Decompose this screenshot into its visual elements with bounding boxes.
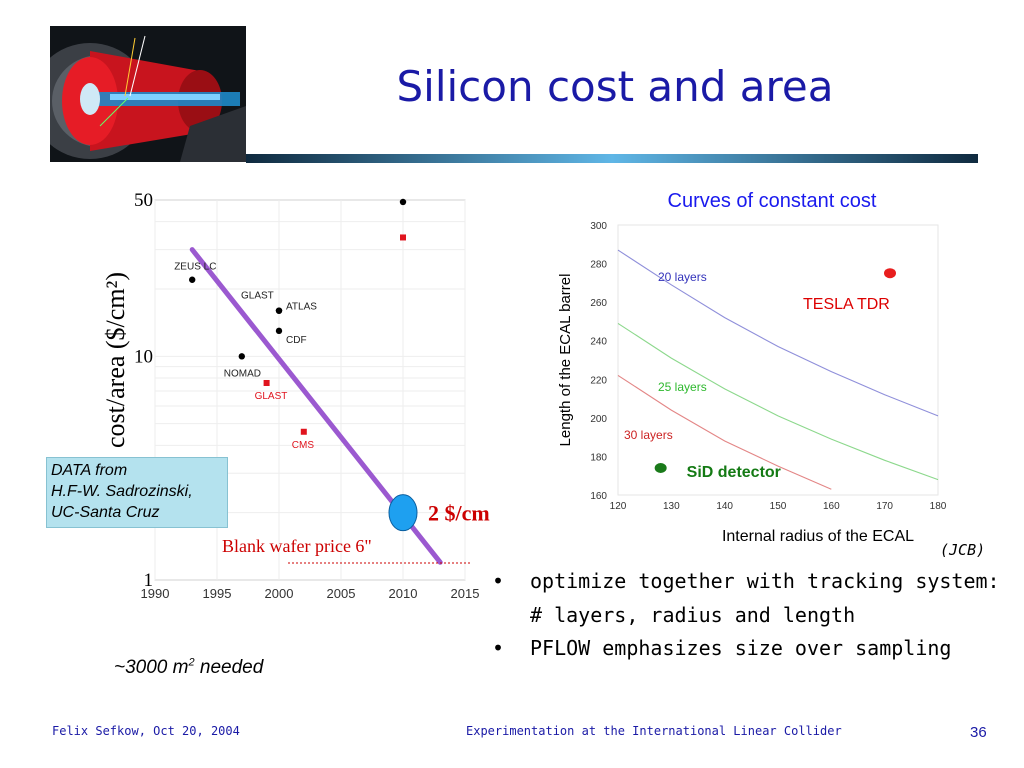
- highlight-marker: [388, 494, 418, 532]
- y-axis-label: Length of the ECAL barrel: [557, 274, 574, 447]
- annotation-label: Blank wafer price 6": [222, 536, 372, 556]
- x-tick-label: 170: [876, 501, 893, 512]
- data-source-line2: H.F-W. Sadrozinski,: [51, 483, 193, 500]
- data-source-box: DATA from H.F-W. Sadrozinski, UC-Santa C…: [46, 457, 228, 528]
- bullet-marker: •: [492, 569, 505, 593]
- series-label: 30 layers: [624, 428, 673, 442]
- y-tick-label: 220: [590, 375, 607, 386]
- area-needed-suffix: needed: [194, 657, 264, 678]
- y-tick-label: 200: [590, 414, 607, 425]
- series-line: [617, 322, 939, 481]
- plot-area: [617, 224, 939, 496]
- highlight-label: 2 $/cm²: [428, 501, 490, 526]
- data-point: [275, 307, 283, 314]
- highlight-point: [884, 268, 896, 279]
- data-point-label: GLAST: [255, 391, 288, 402]
- footer-author: Felix Sefkow, Oct 20, 2004: [52, 724, 240, 738]
- x-tick-label: 1995: [203, 586, 232, 601]
- data-point-label: GLAST: [241, 291, 274, 302]
- highlight-point: [654, 463, 667, 473]
- x-tick-label: 2000: [265, 586, 294, 601]
- bullet-list: • optimize together with tracking system…: [492, 566, 1012, 664]
- data-point: [275, 327, 283, 335]
- page-number: 36: [970, 724, 987, 741]
- constant-cost-curves-chart: Curves of constant cost 120 130 140 150 160 17…: [557, 190, 947, 545]
- cost-per-area-chart: 1990 1995 2000 2005 2010 2015 1 10 50 cost/area (…: [101, 190, 490, 601]
- title-divider-bar: [246, 154, 978, 163]
- x-tick-label: 120: [610, 501, 627, 512]
- y-tick-label: 300: [590, 221, 607, 232]
- data-source-line1: DATA from: [51, 462, 128, 479]
- x-tick-label: 130: [663, 501, 680, 512]
- data-point-label: NOMAD: [224, 368, 261, 379]
- data-point: [399, 198, 407, 206]
- x-tick-label: 1990: [141, 586, 170, 601]
- data-source-line3: UC-Santa Cruz: [51, 504, 160, 521]
- bullet-marker: •: [492, 636, 505, 660]
- x-tick-label: 2010: [389, 586, 418, 601]
- data-point-label: ATLAS: [286, 302, 317, 313]
- area-needed-note: ~3000 m2 needed: [114, 657, 263, 679]
- series-line: [617, 249, 939, 417]
- y-tick-label: 1: [144, 570, 154, 591]
- chart-title: Curves of constant cost: [668, 190, 877, 212]
- x-tick-label: 140: [716, 501, 733, 512]
- y-tick-label: 240: [590, 337, 607, 348]
- data-point: [238, 353, 245, 360]
- y-tick-label: 180: [590, 452, 607, 463]
- y-tick-label: 50: [134, 190, 153, 211]
- x-tick-label: 2015: [451, 586, 480, 601]
- x-tick-label: 180: [930, 501, 947, 512]
- bullet-item: • PFLOW emphasizes size over sampling: [492, 633, 1012, 664]
- series-label: 25 layers: [658, 380, 707, 394]
- data-point-label: CMS: [292, 440, 315, 451]
- bullet-text: PFLOW emphasizes size over sampling: [530, 636, 952, 660]
- y-tick-label: 280: [590, 260, 607, 271]
- area-needed-superscript: 2: [188, 656, 195, 669]
- area-needed-prefix: ~3000 m: [114, 657, 189, 678]
- series-line: [617, 374, 832, 490]
- data-point: [400, 234, 406, 241]
- data-point: [189, 276, 196, 283]
- bullet-item: • optimize together with tracking system…: [492, 566, 1012, 597]
- credit-note: (JCB): [940, 541, 986, 559]
- bullet-text: optimize together with tracking system:: [530, 569, 1000, 593]
- point-label: TESLA TDR: [803, 296, 890, 313]
- y-tick-label: 160: [590, 491, 607, 502]
- data-point: [300, 428, 307, 435]
- x-tick-label: 2005: [327, 586, 356, 601]
- bullet-subtext: # layers, radius and length: [530, 603, 856, 627]
- y-tick-label: 10: [134, 346, 153, 367]
- x-tick-label: 150: [770, 501, 787, 512]
- slide-title: Silicon cost and area: [396, 62, 834, 111]
- data-point: [263, 379, 270, 386]
- y-axis-label: cost/area ($/cm²): [101, 272, 130, 448]
- data-point-label: ZEUS LC: [174, 262, 216, 273]
- footer-title: Experimentation at the International Lin…: [466, 724, 842, 738]
- x-axis-label: Internal radius of the ECAL: [722, 528, 914, 545]
- point-label: SiD detector: [687, 464, 781, 481]
- data-point-label: CDF: [286, 335, 307, 346]
- detector-logo-image: [50, 26, 246, 162]
- x-tick-label: 160: [823, 501, 840, 512]
- y-tick-label: 260: [590, 298, 607, 309]
- series-label: 20 layers: [658, 270, 707, 284]
